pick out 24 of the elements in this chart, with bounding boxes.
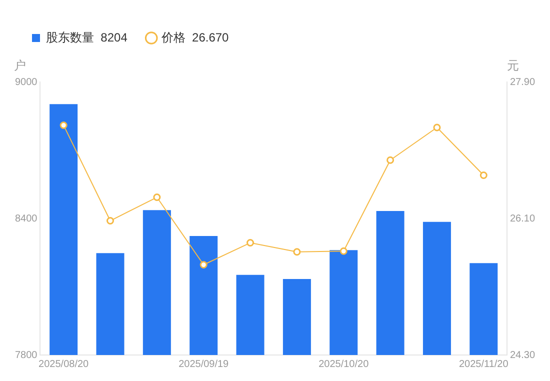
point	[293, 248, 301, 256]
y2-axis-title: 元	[506, 58, 519, 72]
y2-tick-label: 27.90	[510, 76, 536, 88]
legend-label: 价格 26.670	[160, 30, 230, 44]
y-tick-label: 9000	[14, 76, 38, 88]
point	[200, 261, 208, 269]
point	[386, 156, 394, 164]
point	[60, 121, 68, 129]
point	[153, 194, 161, 202]
y-tick-label: 7800	[14, 350, 38, 361]
point	[480, 172, 488, 180]
legend-label: 股东数量 8204	[46, 30, 128, 44]
point	[340, 247, 348, 255]
y-axis-title: 户	[14, 58, 26, 72]
y2-tick-label: 26.10	[510, 213, 536, 224]
x-tick-label: 2025/09/19	[178, 358, 230, 370]
y2-tick-label: 24.30	[510, 350, 536, 361]
x-tick-label: 2025/11/20	[458, 358, 509, 370]
x-tick-label: 2025/08/20	[38, 358, 90, 370]
point	[106, 217, 114, 225]
point	[433, 124, 441, 132]
point	[246, 239, 254, 247]
y-tick-label: 8400	[14, 213, 38, 224]
x-tick-label: 2025/10/20	[318, 358, 370, 370]
